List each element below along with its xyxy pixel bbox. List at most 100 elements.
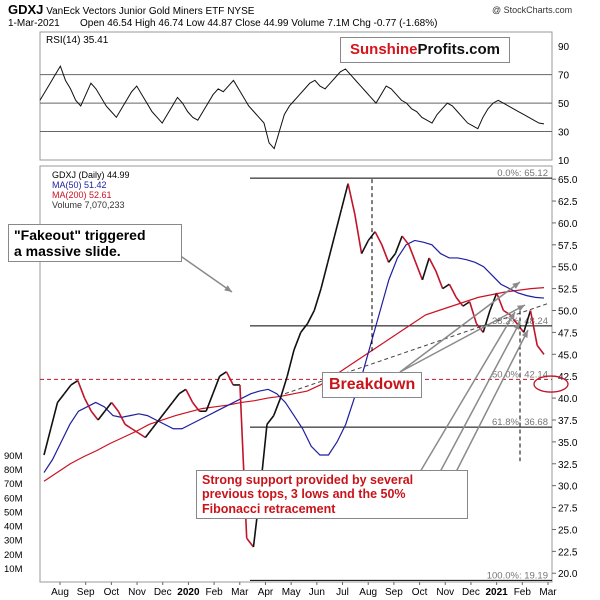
price-segment (117, 410, 126, 425)
price-tick-label: 57.5 (558, 241, 578, 252)
annotation-arrows (171, 249, 529, 473)
price-tick-label: 22.5 (558, 547, 578, 558)
axes: Aug Sep Oct Nov Dec 2020 Feb Mar Apr May Jun Jul Aug… (51, 582, 557, 598)
price-tick-label: 65.0 (558, 175, 578, 186)
volume-tick-label: 10M (4, 564, 23, 575)
price-segment (192, 401, 201, 412)
x-tick-label: Aug (359, 587, 377, 598)
x-tick-label: Feb (205, 587, 223, 598)
rising-trendline (284, 303, 549, 395)
price-segment (164, 401, 174, 412)
price-tick-label: 27.5 (558, 504, 578, 515)
volume-tick-label: 60M (4, 493, 23, 504)
x-tick-label: Oct (412, 587, 428, 598)
price-segment (124, 423, 133, 430)
fakeout-arrow-head (224, 285, 232, 292)
price-legend-entry: Volume 7,070,233 (52, 200, 125, 210)
price-segment (401, 235, 410, 246)
price-segment (138, 432, 146, 439)
quote-date: 1-Mar-2021 (8, 18, 60, 29)
x-tick-label: Oct (104, 587, 120, 598)
support-arrow-1-head (508, 312, 515, 320)
price-segment (435, 270, 444, 289)
price-tick-label: 30.0 (558, 482, 578, 493)
x-tick-label: Sep (385, 587, 403, 598)
x-tick-label: May (282, 587, 301, 598)
price-segment (110, 401, 119, 412)
price-segment (77, 380, 86, 399)
price-segment (522, 310, 532, 333)
support-arrow-1 (419, 311, 516, 473)
rsi-tick-label: 70 (558, 71, 570, 82)
chart-header: GDXJ VanEck Vectors Junior Gold Miners E… (8, 2, 254, 17)
price-segment (306, 310, 315, 325)
logo-part2: Profits.com (417, 41, 501, 58)
volume-tick-label: 20M (4, 550, 23, 561)
logo-part1: Sunshine (349, 41, 418, 58)
price-segment (205, 393, 214, 412)
rsi-tick-label: 90 (558, 42, 570, 53)
fund-name: VanEck Vectors Junior Gold Miners ETF (46, 6, 225, 17)
x-tick-label: 2021 (486, 587, 509, 598)
price-segment (185, 388, 194, 403)
x-tick-label: Feb (514, 587, 532, 598)
price-segment (151, 419, 160, 430)
price-segment (529, 310, 539, 346)
x-tick-label: Jul (336, 587, 349, 598)
price-segment (246, 537, 255, 548)
price-segment (327, 235, 336, 263)
price-tick-label: 62.5 (558, 197, 578, 208)
price-segment (279, 375, 289, 399)
x-tick-label: Nov (128, 587, 146, 598)
fakeout-callout: "Fakeout" triggered a massive slide. (8, 224, 182, 263)
x-tick-label: 2020 (177, 587, 200, 598)
price-segment (387, 253, 396, 263)
volume-tick-label: 90M (4, 451, 23, 462)
price-tick-label: 20.0 (558, 569, 578, 580)
price-segment (495, 292, 505, 311)
price-segment (313, 288, 322, 311)
price-tick-label: 47.5 (558, 328, 578, 339)
breakdown-callout: Breakdown (322, 372, 423, 399)
price-segment (104, 401, 113, 412)
price-segment (536, 345, 545, 355)
rsi-line (39, 64, 545, 150)
price-tick-label: 45.0 (558, 350, 578, 361)
copyright: @ StockCharts.com (492, 5, 573, 15)
price-tick-label: 32.5 (558, 460, 578, 471)
price-segment (144, 428, 153, 438)
price-legend-entry: GDXJ (Daily) 44.99 (52, 170, 130, 180)
price-segment (90, 410, 99, 421)
x-tick-label: Jun (309, 587, 325, 598)
price-segment (49, 402, 59, 429)
x-tick-label: Aug (51, 587, 69, 598)
breakdown-arrow-1-head (512, 282, 520, 289)
price-segment (56, 393, 65, 403)
volume-tick-label: 50M (4, 507, 23, 518)
volume-tick-label: 40M (4, 522, 23, 533)
price-segment (178, 388, 187, 395)
volume-tick-label: 30M (4, 536, 23, 547)
x-tick-label: Mar (231, 587, 249, 598)
breakdown-arrow-2 (399, 304, 526, 373)
price-segment (340, 183, 349, 210)
price-segment (97, 410, 106, 421)
support-arrow-3 (455, 329, 529, 473)
price-segment (381, 244, 390, 263)
x-tick-label: Mar (539, 587, 557, 598)
price-segment (360, 240, 370, 254)
rsi-legend: RSI(14) 35.41 (46, 35, 109, 46)
price-tick-label: 35.0 (558, 438, 578, 449)
x-tick-label: Nov (436, 587, 454, 598)
support-arrow-2-head (513, 322, 520, 330)
fakeout-arrow (171, 249, 233, 293)
price-legend-entry: MA(50) 51.42 (52, 180, 107, 190)
price-segment (63, 384, 72, 395)
breakdown-arrow-1 (399, 281, 521, 373)
ticker-symbol: GDXJ (8, 2, 44, 17)
price-segment (414, 262, 424, 281)
price-segment (442, 283, 450, 290)
support-callout: Strong support provided by several previ… (196, 470, 468, 520)
price-segment (475, 323, 484, 333)
x-tick-label: Dec (154, 587, 172, 598)
